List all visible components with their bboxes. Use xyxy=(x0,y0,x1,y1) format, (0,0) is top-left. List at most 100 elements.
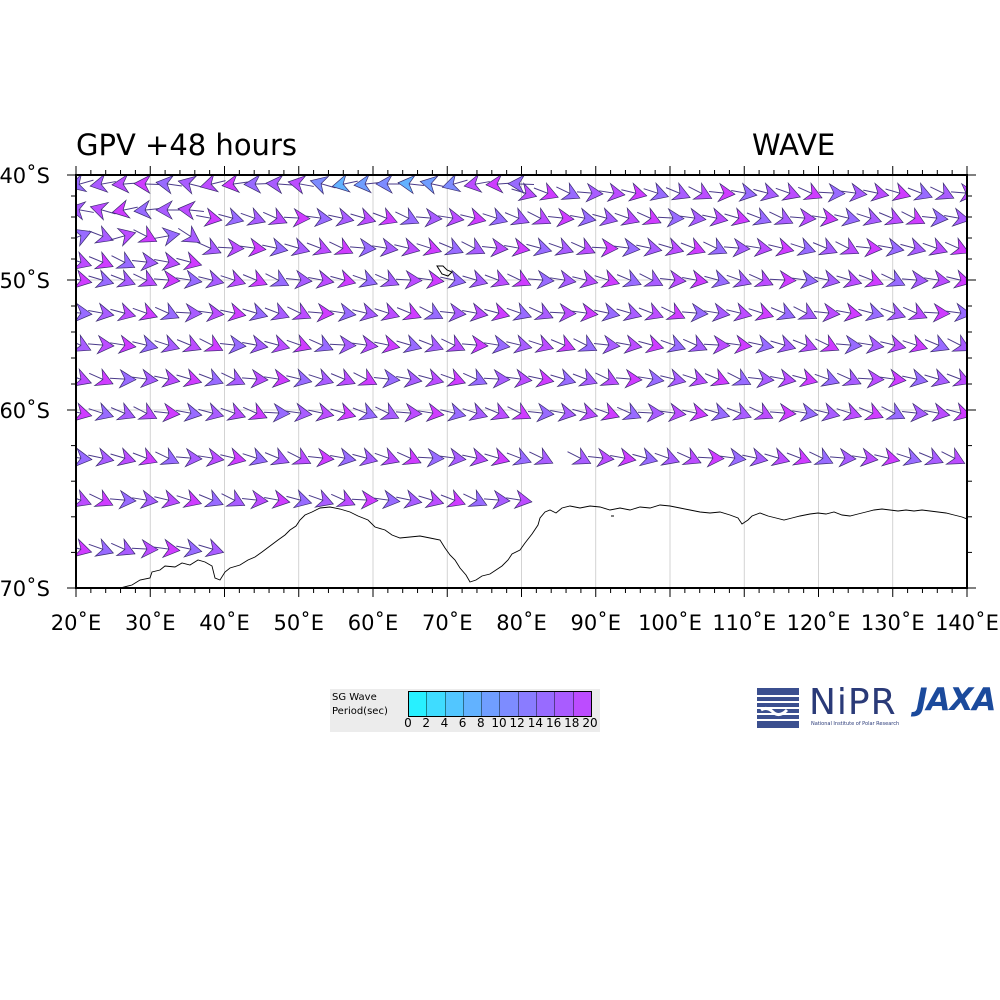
wave-arrow xyxy=(812,207,839,228)
wave-arrow xyxy=(852,447,879,468)
wave-arrow-head xyxy=(162,269,181,290)
wave-arrow xyxy=(242,489,269,510)
wave-arrow xyxy=(726,269,752,288)
wave-arrow xyxy=(951,182,967,203)
wave-arrow-head xyxy=(466,207,487,227)
wave-arrow xyxy=(110,227,137,247)
wave-arrow-head xyxy=(755,334,775,354)
wave-arrow xyxy=(528,334,555,353)
wave-arrow xyxy=(857,368,885,389)
wave-arrow xyxy=(507,401,532,420)
wave-arrow-head xyxy=(887,368,907,389)
wave-arrow xyxy=(463,488,488,507)
wave-arrow-head xyxy=(447,269,467,289)
wave-arrow xyxy=(440,269,467,289)
wave-arrow xyxy=(863,182,890,202)
wave-arrow-head xyxy=(781,182,801,201)
wave-arrow xyxy=(704,269,731,289)
wave-arrow-head xyxy=(666,207,685,228)
wave-arrow xyxy=(484,489,511,510)
wave-arrow xyxy=(638,334,665,354)
wave-arrow-head xyxy=(76,488,92,508)
wave-arrow xyxy=(749,268,774,288)
wave-arrow-head xyxy=(533,446,554,465)
wave-arrow-head xyxy=(337,302,357,323)
wave-arrow-head xyxy=(511,268,532,287)
wave-arrow xyxy=(697,447,725,468)
wave-arrow xyxy=(591,237,619,258)
wave-arrow xyxy=(175,302,203,323)
wave-arrow-head xyxy=(93,224,114,244)
wave-arrow-head xyxy=(773,206,794,225)
wave-arrow xyxy=(76,251,93,270)
wave-arrow xyxy=(748,368,775,389)
wave-arrow xyxy=(438,236,464,256)
wave-arrow-head xyxy=(115,537,136,557)
wave-arrow-head xyxy=(644,334,665,354)
wave-arrow xyxy=(441,175,468,193)
wave-arrow-head xyxy=(738,182,758,202)
wave-arrow xyxy=(720,447,747,468)
wave-arrow-head xyxy=(225,367,246,386)
wave-arrow xyxy=(155,200,182,220)
wave-arrow-head xyxy=(844,334,863,355)
wave-arrow xyxy=(242,368,269,389)
wave-arrow-head xyxy=(182,251,203,271)
wave-arrow-head xyxy=(445,333,466,352)
wave-arrow-head xyxy=(313,207,333,228)
wave-arrow xyxy=(769,206,794,225)
wave-arrow xyxy=(263,402,291,423)
wave-arrow xyxy=(724,207,751,227)
wave-arrow xyxy=(504,237,531,257)
wave-arrow-head xyxy=(601,302,621,322)
wave-arrow-head xyxy=(532,237,553,257)
wave-arrow xyxy=(922,207,949,228)
wave-arrow xyxy=(155,175,182,195)
wave-arrow-head xyxy=(848,182,868,203)
wave-arrow-head xyxy=(606,182,626,203)
wave-arrow xyxy=(154,251,181,271)
wave-arrow-head xyxy=(76,251,93,270)
wave-arrow-head xyxy=(177,200,196,221)
wave-arrow-head xyxy=(953,302,967,323)
wave-arrow xyxy=(372,206,398,226)
wave-arrow xyxy=(88,447,115,467)
wave-arrow-head xyxy=(756,368,775,389)
wave-arrow-head xyxy=(76,269,93,289)
lon-label: 130˚E xyxy=(861,611,925,635)
wave-arrow xyxy=(463,175,490,193)
wave-arrow xyxy=(881,401,906,420)
wave-arrow-head xyxy=(557,402,577,422)
wave-arrow-head xyxy=(507,175,526,195)
wave-arrow xyxy=(242,268,268,288)
legend-color-swatch xyxy=(500,692,519,716)
wave-arrow xyxy=(395,269,423,290)
wave-arrow xyxy=(221,488,246,507)
wave-arrow-head xyxy=(95,447,115,467)
wave-arrow-head xyxy=(660,447,680,466)
wave-arrow-head xyxy=(511,401,532,420)
wave-arrow-head xyxy=(885,401,906,420)
wave-arrow xyxy=(885,182,912,202)
wave-arrow xyxy=(834,207,861,227)
wave-arrow-head xyxy=(403,368,423,388)
wave-arrow xyxy=(308,447,335,468)
wave-arrow xyxy=(265,175,293,195)
wave-arrow xyxy=(284,237,311,257)
wave-arrow xyxy=(506,489,533,510)
wave-arrow xyxy=(243,401,268,421)
wave-arrow-head xyxy=(133,175,152,195)
wave-arrow xyxy=(396,368,423,388)
wave-arrow xyxy=(809,446,834,465)
wave-arrow-head xyxy=(649,182,670,201)
wave-arrow xyxy=(482,207,509,226)
legend-tick-label: 18 xyxy=(564,716,580,730)
wave-arrow-head xyxy=(796,237,817,256)
wave-arrow xyxy=(133,401,158,420)
wave-arrow-head xyxy=(753,268,774,288)
wave-arrow xyxy=(177,200,204,221)
wave-arrow-head xyxy=(863,268,884,288)
wave-arrow-head xyxy=(76,228,92,248)
wave-arrow xyxy=(660,402,687,423)
wave-arrow xyxy=(89,175,116,193)
